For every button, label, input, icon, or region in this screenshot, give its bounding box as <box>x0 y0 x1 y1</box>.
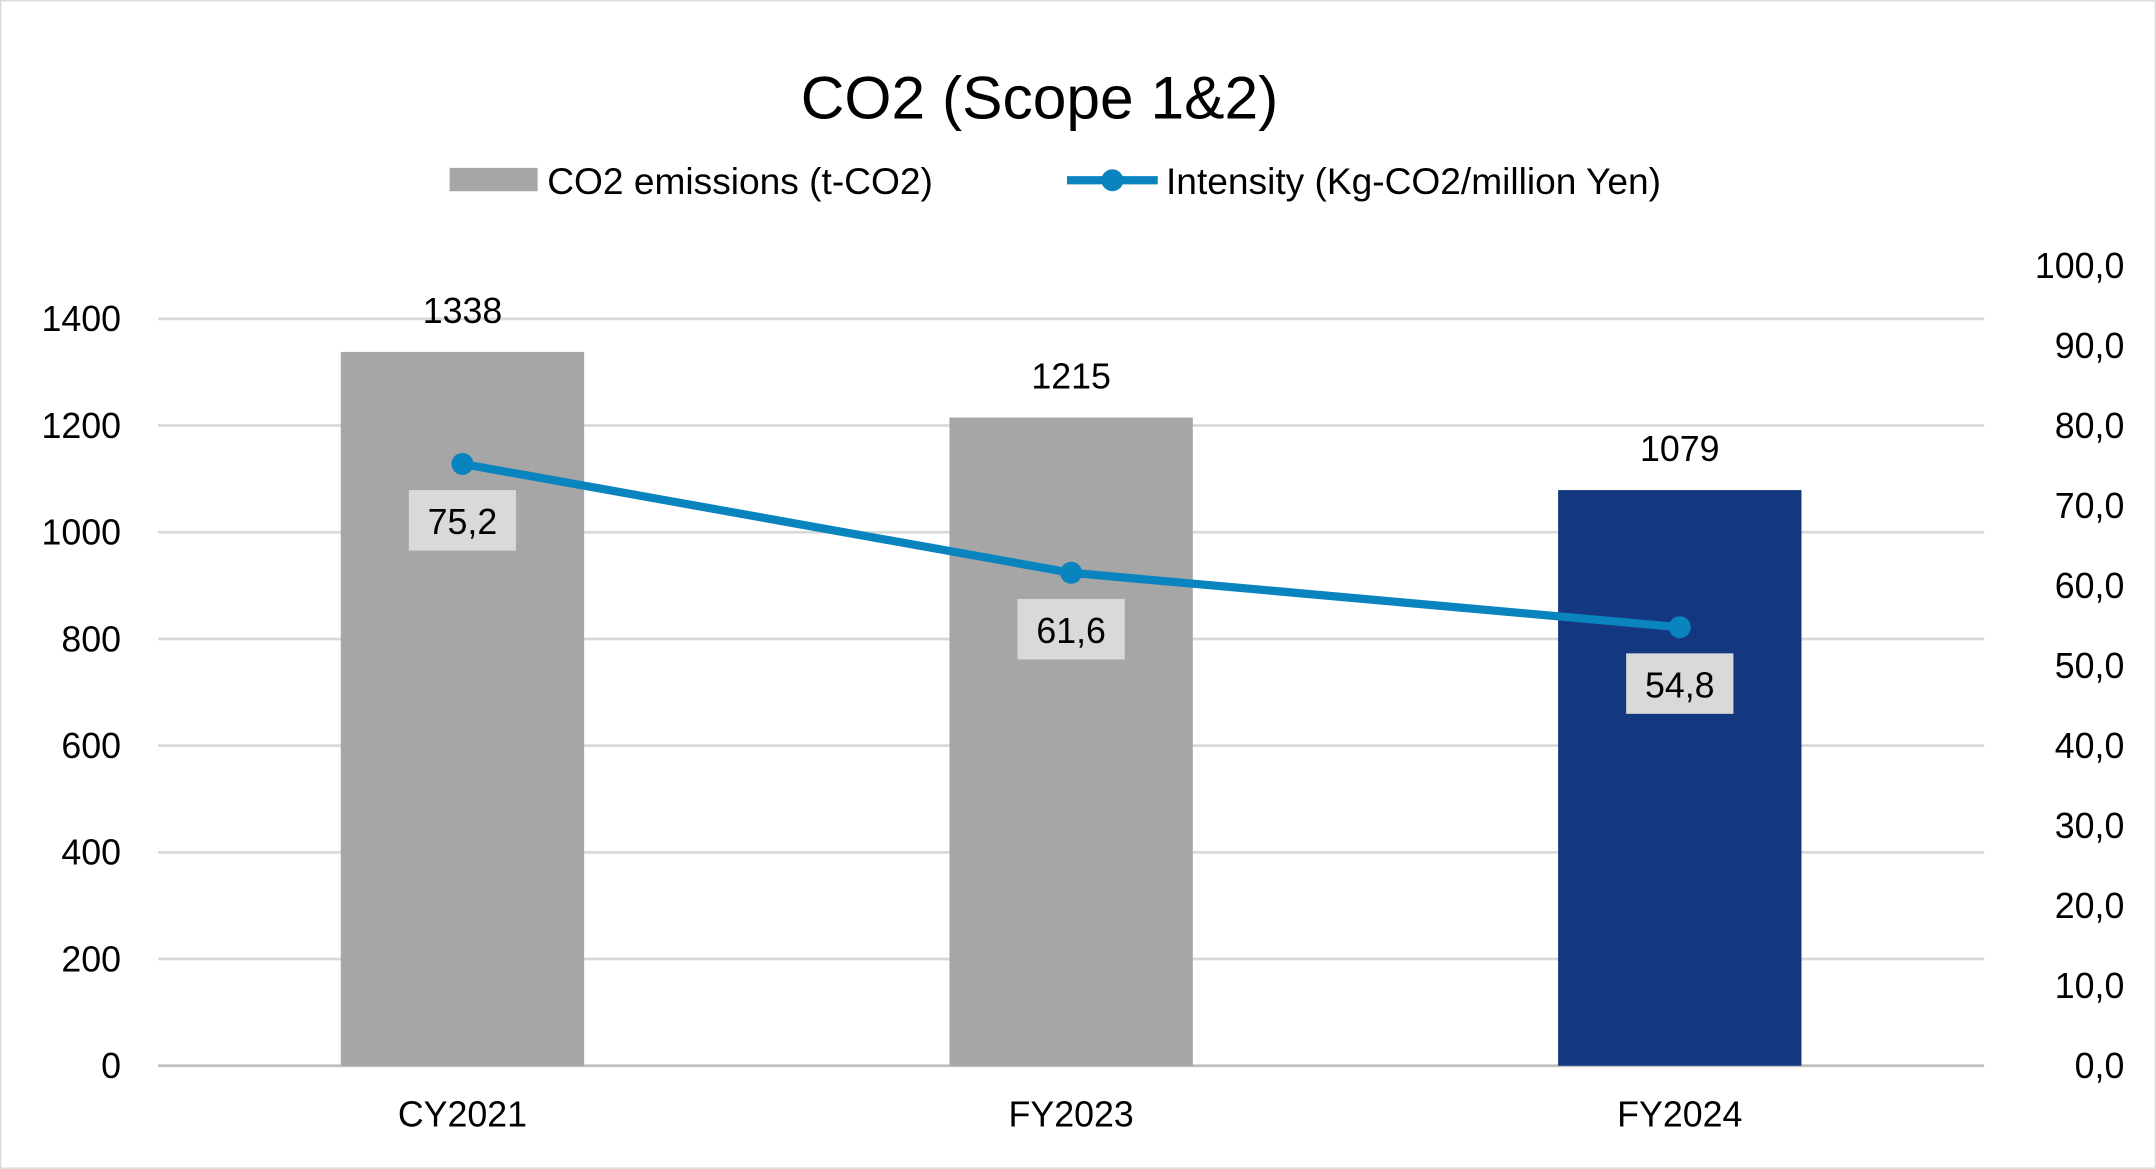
line-data-label: 54,8 <box>1645 665 1715 705</box>
bar-data-label: 1338 <box>423 291 503 331</box>
right-axis-tick-label: 70,0 <box>2055 486 2125 526</box>
line-data-label-box <box>1626 653 1734 714</box>
bar-data-label: 1079 <box>1640 429 1720 469</box>
intensity-point <box>451 452 474 475</box>
line-data-label-box <box>1017 598 1125 660</box>
left-axis-tick-label: 0 <box>101 1046 121 1086</box>
line-data-label-box <box>408 490 517 551</box>
legend-line-label: Intensity (Kg-CO2/million Yen) <box>1166 160 1661 202</box>
intensity-point <box>1060 561 1083 584</box>
line-data-label: 75,2 <box>428 502 498 542</box>
legend: CO2 emissions (t-CO2) Intensity (Kg-CO2/… <box>449 160 1661 202</box>
left-axis-tick-label: 1000 <box>41 513 121 553</box>
x-axis-tick-label: FY2024 <box>1617 1094 1742 1134</box>
legend-bar-swatch <box>449 167 538 192</box>
legend-bar-label: CO2 emissions (t-CO2) <box>547 160 933 202</box>
right-axis-tick-label: 10,0 <box>2055 966 2125 1006</box>
intensity-point <box>1668 616 1691 639</box>
right-axis-tick-label: 0,0 <box>2075 1046 2125 1086</box>
line-data-label: 61,6 <box>1036 611 1106 651</box>
left-axis-tick-label: 1400 <box>41 299 121 339</box>
right-axis-tick-label: 30,0 <box>2055 806 2125 846</box>
left-axis-tick-label: 200 <box>61 939 121 979</box>
left-axis-tick-label: 1200 <box>41 406 121 446</box>
left-axis-tick-label: 800 <box>61 619 121 659</box>
right-axis-tick-label: 90,0 <box>2055 326 2125 366</box>
left-axis-tick-label: 600 <box>61 726 121 766</box>
right-axis-tick-label: 80,0 <box>2055 406 2125 446</box>
x-axis-tick-label: CY2021 <box>398 1094 527 1134</box>
x-axis-tick-label: FY2023 <box>1009 1094 1134 1134</box>
right-axis-tick-label: 100,0 <box>2035 246 2124 286</box>
bar-data-label: 1215 <box>1031 357 1111 397</box>
right-axis-tick-label: 40,0 <box>2055 726 2125 766</box>
right-axis-tick-label: 50,0 <box>2055 646 2125 686</box>
right-axis-tick-label: 60,0 <box>2055 566 2125 606</box>
legend-line-marker <box>1101 169 1124 192</box>
bar-FY2023 <box>949 417 1193 1066</box>
bar-FY2024 <box>1558 490 1802 1066</box>
left-axis-tick-label: 400 <box>61 833 121 873</box>
chart-title: CO2 (Scope 1&2) <box>801 63 1279 131</box>
right-axis-tick-label: 20,0 <box>2055 886 2125 926</box>
